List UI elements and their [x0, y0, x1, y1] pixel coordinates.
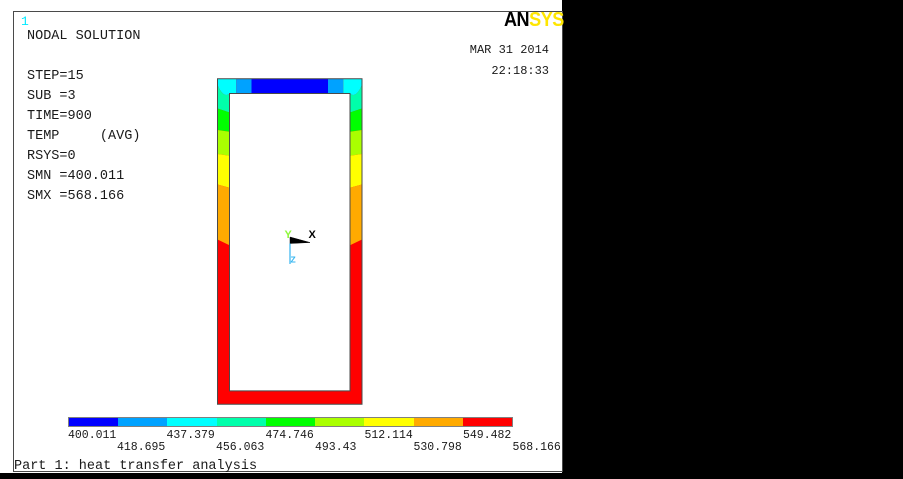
svg-text:Z: Z	[291, 255, 296, 265]
svg-text:X: X	[309, 229, 317, 241]
svg-text:Y: Y	[285, 229, 293, 241]
